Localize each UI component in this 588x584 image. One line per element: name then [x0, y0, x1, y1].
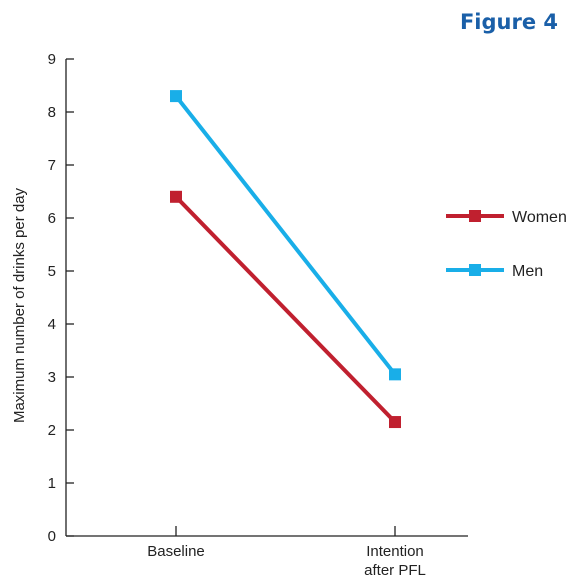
x-tick-label: after PFL — [364, 562, 426, 579]
y-tick-label: 1 — [48, 475, 56, 492]
legend-marker-women — [469, 210, 481, 222]
y-tick-label: 5 — [48, 263, 56, 280]
y-tick-label: 0 — [48, 528, 56, 545]
x-tick-label: Intention — [366, 543, 424, 560]
data-point-women — [389, 416, 401, 429]
y-tick-label: 7 — [48, 157, 56, 174]
y-tick-label: 3 — [48, 369, 56, 386]
y-tick-label: 9 — [48, 51, 56, 68]
y-axis-title: Maximum number of drinks per day — [11, 187, 28, 423]
series-line-men — [174, 94, 397, 376]
legend-marker-men — [469, 264, 481, 276]
chart-legend: Women Men — [446, 209, 567, 280]
chart-ticks: 0 1 2 3 4 5 6 7 8 9 Baseline Intention after PFL — [48, 51, 426, 579]
y-tick-label: 2 — [48, 422, 56, 439]
figure-label: Figure 4 — [459, 10, 558, 34]
legend-label-men: Men — [512, 263, 543, 280]
legend-label-women: Women — [512, 209, 567, 226]
y-tick-label: 6 — [48, 210, 56, 227]
chart-axes — [65, 59, 468, 537]
series-line-women — [174, 195, 397, 424]
data-point-women — [170, 190, 182, 203]
data-point-men — [170, 90, 182, 103]
y-tick-label: 8 — [48, 104, 56, 121]
chart-series — [170, 90, 401, 429]
data-point-men — [389, 368, 401, 381]
y-tick-label: 4 — [48, 316, 56, 333]
x-tick-label: Baseline — [147, 543, 205, 560]
